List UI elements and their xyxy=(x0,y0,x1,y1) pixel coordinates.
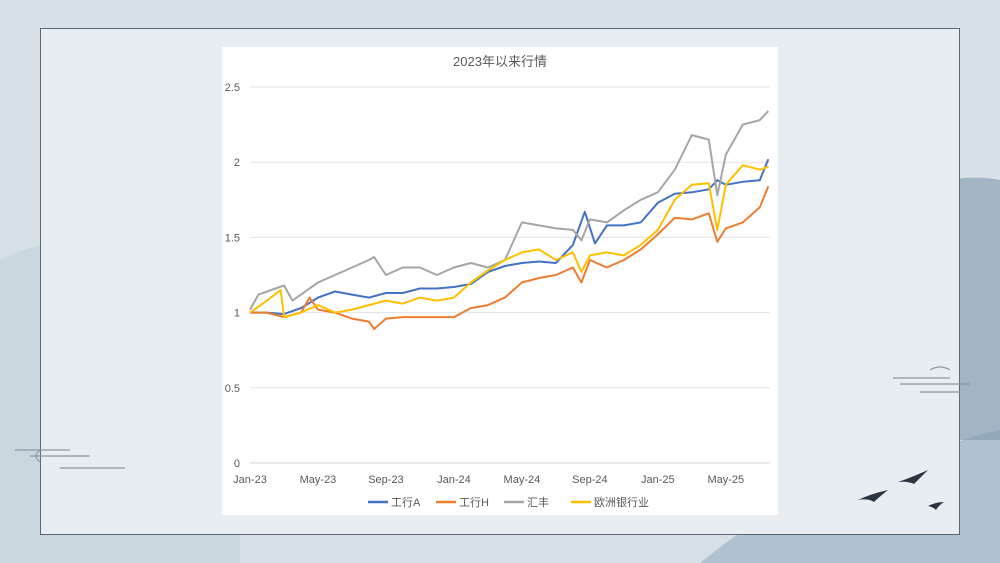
x-tick-label: Jan-25 xyxy=(641,474,675,486)
y-tick-label: 1.5 xyxy=(225,232,240,244)
series-line-汇丰 xyxy=(249,110,770,311)
cloud-ornament-right xyxy=(893,366,970,393)
legend-label: 欧洲银行业 xyxy=(594,495,649,509)
y-tick-label: 0 xyxy=(234,458,240,470)
line-chart: 2023年以来行情 0 0.5 1 1.5 2 2.5 Jan-23 May-23 Sep-2… xyxy=(225,54,770,509)
y-tick-label: 1 xyxy=(234,308,240,320)
chart-container: 2023年以来行情 0 0.5 1 1.5 2 2.5 Jan-23 May-23 Sep-2… xyxy=(222,47,778,515)
x-tick-label: May-25 xyxy=(707,474,744,486)
legend-label: 工行H xyxy=(459,496,489,509)
x-tick-label: May-24 xyxy=(504,474,541,486)
y-tick-label: 2.5 xyxy=(225,82,240,94)
legend-label: 汇丰 xyxy=(527,496,549,509)
y-tick-label: 2 xyxy=(234,157,240,169)
legend-label: 工行A xyxy=(391,496,421,509)
y-tick-label: 0.5 xyxy=(225,383,240,395)
x-tick-label: Jan-24 xyxy=(437,474,471,486)
x-tick-label: Jan-23 xyxy=(233,474,267,486)
chart-title: 2023年以来行情 xyxy=(453,54,547,69)
birds-icon xyxy=(858,470,944,510)
x-tick-label: May-23 xyxy=(300,474,337,486)
series-line-工行A xyxy=(250,158,770,316)
x-tick-label: Sep-24 xyxy=(572,474,607,486)
cloud-ornament-left xyxy=(15,449,125,469)
series-line-欧洲银行业 xyxy=(249,164,769,319)
x-tick-label: Sep-23 xyxy=(368,474,403,486)
